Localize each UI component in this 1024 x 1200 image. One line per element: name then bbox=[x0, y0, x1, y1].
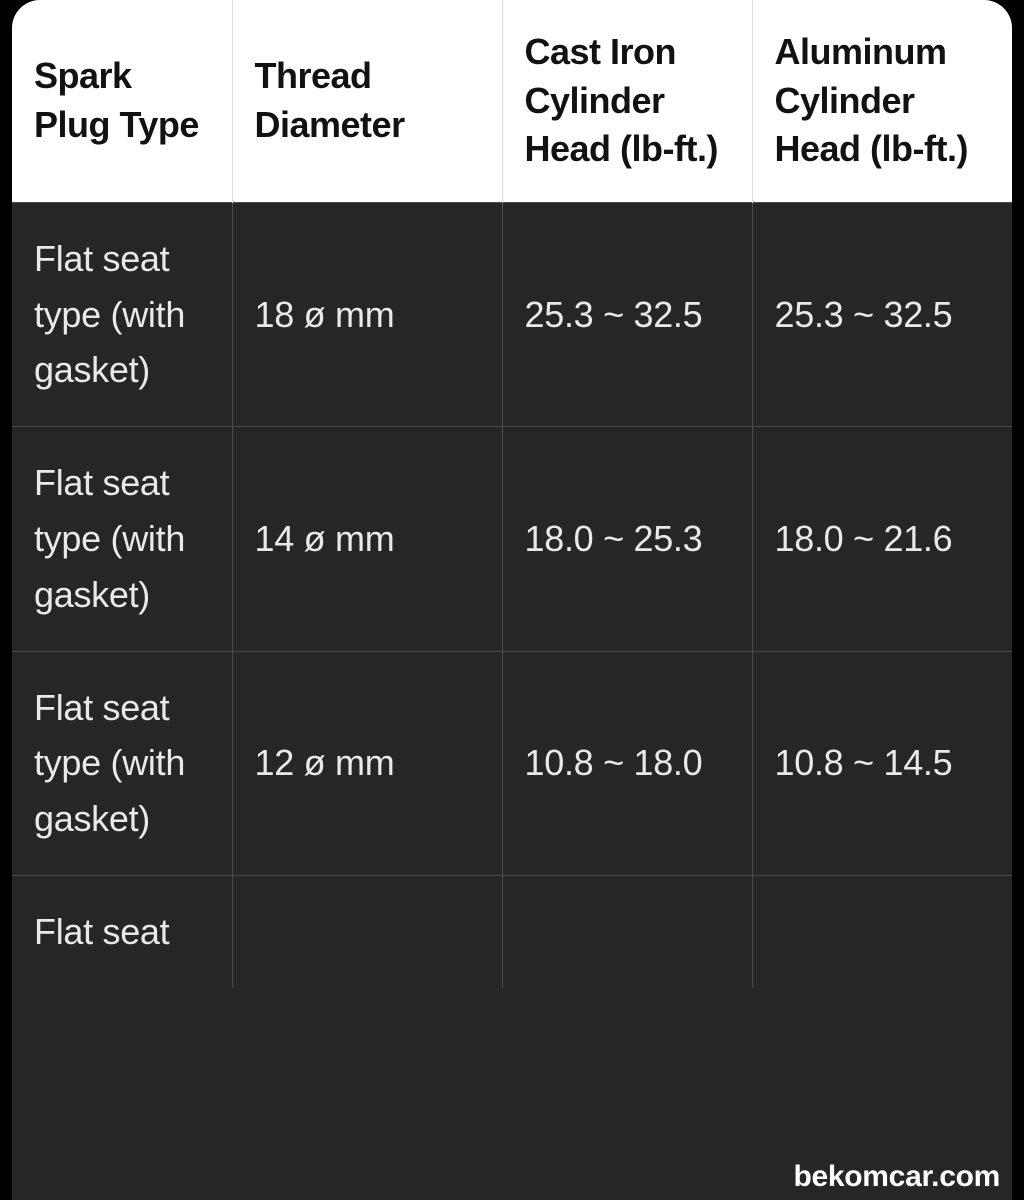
table-row: Flat seat type (with gasket) 18 ø mm 25.… bbox=[12, 202, 1012, 426]
table-card: Spark Plug Type Thread Diameter Cast Iro… bbox=[12, 0, 1012, 1200]
cell-cast-iron bbox=[502, 875, 752, 987]
cell-type: Flat seat type (with gasket) bbox=[12, 427, 232, 651]
table-body: Flat seat type (with gasket) 18 ø mm 25.… bbox=[12, 202, 1012, 987]
cell-diameter: 12 ø mm bbox=[232, 651, 502, 875]
cell-aluminum: 18.0 ~ 21.6 bbox=[752, 427, 1012, 651]
cell-type: Flat seat bbox=[12, 875, 232, 987]
cell-aluminum: 10.8 ~ 14.5 bbox=[752, 651, 1012, 875]
cell-type: Flat seat type (with gasket) bbox=[12, 202, 232, 426]
col-header-diameter: Thread Diameter bbox=[232, 0, 502, 202]
cell-cast-iron: 10.8 ~ 18.0 bbox=[502, 651, 752, 875]
table-row: Flat seat type (with gasket) 12 ø mm 10.… bbox=[12, 651, 1012, 875]
col-header-aluminum: Aluminum Cylinder Head (lb-ft.) bbox=[752, 0, 1012, 202]
cell-diameter: 18 ø mm bbox=[232, 202, 502, 426]
cell-type: Flat seat type (with gasket) bbox=[12, 651, 232, 875]
cell-aluminum: 25.3 ~ 32.5 bbox=[752, 202, 1012, 426]
spark-plug-table: Spark Plug Type Thread Diameter Cast Iro… bbox=[12, 0, 1012, 988]
cell-cast-iron: 18.0 ~ 25.3 bbox=[502, 427, 752, 651]
table-header: Spark Plug Type Thread Diameter Cast Iro… bbox=[12, 0, 1012, 202]
watermark: bekomcar.com bbox=[793, 1160, 1000, 1194]
table-row: Flat seat bbox=[12, 875, 1012, 987]
cell-aluminum bbox=[752, 875, 1012, 987]
cell-diameter bbox=[232, 875, 502, 987]
cell-diameter: 14 ø mm bbox=[232, 427, 502, 651]
cell-cast-iron: 25.3 ~ 32.5 bbox=[502, 202, 752, 426]
col-header-cast-iron: Cast Iron Cylinder Head (lb-ft.) bbox=[502, 0, 752, 202]
col-header-type: Spark Plug Type bbox=[12, 0, 232, 202]
table-row: Flat seat type (with gasket) 14 ø mm 18.… bbox=[12, 427, 1012, 651]
